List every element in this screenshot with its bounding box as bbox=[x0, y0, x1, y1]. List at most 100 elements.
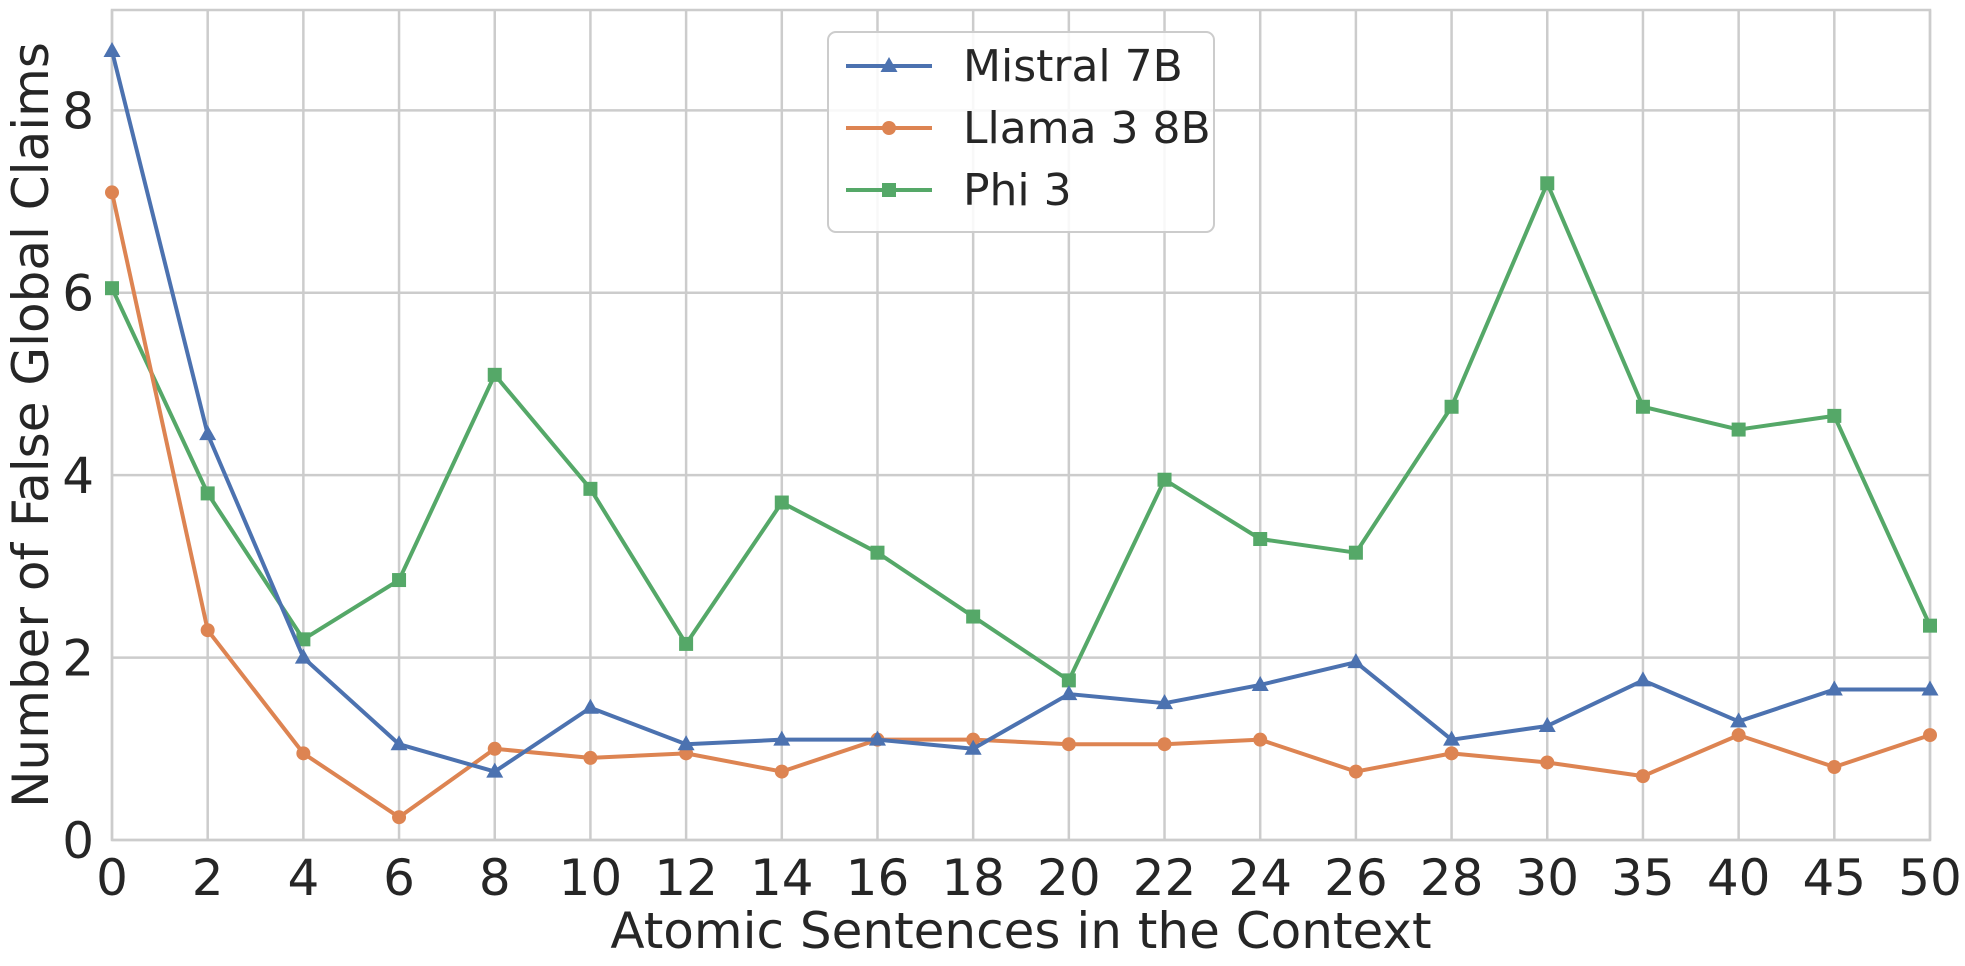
data-point-mistral-7b bbox=[1538, 716, 1556, 732]
data-point-phi-3 bbox=[1540, 176, 1555, 191]
data-point-llama-3-8b bbox=[1731, 728, 1746, 743]
data-point-mistral-7b bbox=[1443, 730, 1461, 746]
data-point-llama-3-8b bbox=[1540, 755, 1555, 770]
data-point-llama-3-8b bbox=[296, 746, 311, 761]
y-tick-label: 2 bbox=[62, 630, 94, 688]
x-tick-label: 28 bbox=[1420, 849, 1484, 907]
legend-item-phi-3: Phi 3 bbox=[846, 165, 1072, 216]
data-point-mistral-7b bbox=[581, 698, 599, 714]
data-point-llama-3-8b bbox=[200, 623, 215, 638]
x-tick-label: 2 bbox=[192, 849, 224, 907]
x-tick-label: 12 bbox=[654, 849, 718, 907]
data-point-mistral-7b bbox=[294, 648, 312, 664]
data-point-phi-3 bbox=[392, 573, 407, 588]
data-point-phi-3 bbox=[1444, 399, 1459, 414]
y-tick-label: 8 bbox=[62, 82, 94, 140]
data-point-llama-3-8b bbox=[105, 185, 119, 200]
legend-marker-llama-3-8b bbox=[882, 121, 896, 135]
x-axis-title: Atomic Sentences in the Context bbox=[610, 902, 1431, 960]
x-tick-label: 0 bbox=[96, 849, 128, 907]
data-point-llama-3-8b bbox=[1157, 737, 1172, 752]
data-point-phi-3 bbox=[679, 636, 694, 651]
legend-label-mistral-7b: Mistral 7B bbox=[963, 41, 1183, 92]
data-point-mistral-7b bbox=[1825, 680, 1843, 696]
x-tick-label: 45 bbox=[1803, 849, 1867, 907]
data-point-llama-3-8b bbox=[1923, 728, 1937, 743]
data-point-phi-3 bbox=[966, 609, 981, 624]
data-point-phi-3 bbox=[774, 495, 789, 510]
x-tick-label: 10 bbox=[559, 849, 623, 907]
series-layer bbox=[103, 42, 1939, 825]
series-llama-3-8b bbox=[105, 185, 1937, 825]
plot-frame bbox=[110, 8, 1932, 842]
data-point-phi-3 bbox=[1061, 673, 1076, 688]
y-tick-label: 6 bbox=[62, 265, 94, 323]
data-point-mistral-7b bbox=[1060, 685, 1078, 701]
data-point-llama-3-8b bbox=[1827, 760, 1842, 775]
data-point-phi-3 bbox=[1635, 399, 1650, 414]
legend-item-llama-3-8b: Llama 3 8B bbox=[846, 103, 1211, 154]
x-tick-label: 18 bbox=[941, 849, 1005, 907]
data-point-mistral-7b bbox=[199, 425, 217, 441]
legend-label-phi-3: Phi 3 bbox=[963, 165, 1072, 216]
y-axis-title: Number of False Global Claims bbox=[2, 42, 60, 808]
data-point-mistral-7b bbox=[1251, 675, 1269, 691]
data-point-llama-3-8b bbox=[583, 750, 598, 765]
x-tick-label: 50 bbox=[1898, 849, 1962, 907]
data-point-llama-3-8b bbox=[392, 810, 407, 825]
x-tick-label: 30 bbox=[1515, 849, 1579, 907]
data-point-llama-3-8b bbox=[487, 741, 502, 756]
x-tick-label: 24 bbox=[1228, 849, 1292, 907]
data-point-mistral-7b bbox=[486, 762, 504, 778]
data-point-phi-3 bbox=[1253, 532, 1268, 547]
data-point-phi-3 bbox=[1731, 422, 1746, 437]
data-point-mistral-7b bbox=[1921, 680, 1939, 696]
data-point-phi-3 bbox=[1923, 618, 1937, 633]
x-tick-label: 40 bbox=[1707, 849, 1771, 907]
data-point-llama-3-8b bbox=[774, 764, 789, 779]
legend-label-llama-3-8b: Llama 3 8B bbox=[963, 103, 1211, 154]
data-point-mistral-7b bbox=[677, 735, 695, 751]
data-point-mistral-7b bbox=[964, 739, 982, 755]
series-mistral-7b bbox=[103, 42, 1939, 778]
legend-item-mistral-7b: Mistral 7B bbox=[846, 41, 1183, 92]
data-point-phi-3 bbox=[200, 486, 215, 501]
data-point-mistral-7b bbox=[103, 42, 121, 58]
x-tick-label: 4 bbox=[287, 849, 319, 907]
x-tick-label: 20 bbox=[1037, 849, 1101, 907]
data-point-mistral-7b bbox=[773, 730, 791, 746]
data-point-phi-3 bbox=[105, 281, 119, 296]
data-point-phi-3 bbox=[296, 632, 311, 647]
data-point-phi-3 bbox=[1157, 472, 1172, 487]
data-point-mistral-7b bbox=[1730, 712, 1748, 728]
legend-marker-phi-3 bbox=[882, 183, 896, 197]
y-tick-labels: 0 2 4 6 8 bbox=[62, 82, 94, 870]
x-tick-label: 26 bbox=[1324, 849, 1388, 907]
data-point-mistral-7b bbox=[1634, 671, 1652, 687]
data-point-phi-3 bbox=[1348, 545, 1363, 560]
legend-box bbox=[827, 31, 1215, 233]
x-tick-label: 14 bbox=[750, 849, 814, 907]
x-tick-labels: 0 2 4 6 8 10 12 14 16 18 20 22 24 26 28 30 35 40 45 50 bbox=[96, 849, 1962, 907]
data-point-mistral-7b bbox=[1156, 694, 1174, 710]
data-point-mistral-7b bbox=[868, 730, 886, 746]
series-line-llama-3-8b bbox=[110, 190, 1932, 820]
data-point-phi-3 bbox=[583, 481, 598, 496]
data-point-llama-3-8b bbox=[966, 732, 981, 747]
series-phi-3 bbox=[105, 176, 1937, 688]
x-tick-label: 8 bbox=[479, 849, 511, 907]
data-point-mistral-7b bbox=[390, 735, 408, 751]
x-tick-label: 16 bbox=[846, 849, 910, 907]
series-line-phi-3 bbox=[110, 181, 1932, 683]
data-point-llama-3-8b bbox=[1061, 737, 1076, 752]
data-point-llama-3-8b bbox=[1635, 769, 1650, 784]
data-point-phi-3 bbox=[487, 367, 502, 382]
data-point-mistral-7b bbox=[1347, 653, 1365, 669]
legend-marker-mistral-7b bbox=[880, 57, 898, 72]
x-tick-label: 35 bbox=[1611, 849, 1675, 907]
data-point-llama-3-8b bbox=[1253, 732, 1268, 747]
data-point-llama-3-8b bbox=[1444, 746, 1459, 761]
y-tick-label: 4 bbox=[62, 447, 94, 505]
series-line-mistral-7b bbox=[110, 49, 1932, 774]
